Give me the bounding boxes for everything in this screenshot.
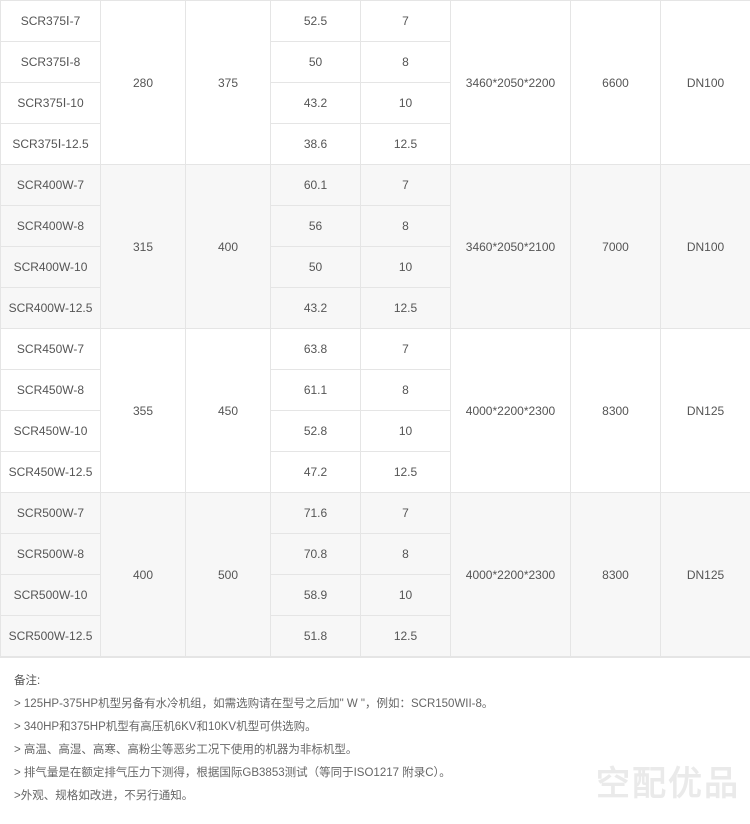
outlet-cell: DN100 <box>661 1 750 165</box>
capacity-cell: 38.6 <box>271 124 361 165</box>
hp-cell: 450 <box>186 329 271 493</box>
pressure-cell: 8 <box>361 370 451 411</box>
pressure-cell: 8 <box>361 534 451 575</box>
dimension-cell: 3460*2050*2200 <box>451 1 571 165</box>
notes-line: > 125HP-375HP机型另备有水冷机组，如需选购请在型号之后加" W "，… <box>14 693 736 716</box>
power-cell: 400 <box>101 493 186 657</box>
capacity-cell: 43.2 <box>271 288 361 329</box>
dimension-cell: 3460*2050*2100 <box>451 165 571 329</box>
capacity-cell: 60.1 <box>271 165 361 206</box>
pressure-cell: 8 <box>361 206 451 247</box>
model-cell: SCR400W-10 <box>1 247 101 288</box>
model-cell: SCR375Ⅰ-7 <box>1 1 101 42</box>
dimension-cell: 4000*2200*2300 <box>451 329 571 493</box>
outlet-cell: DN125 <box>661 329 750 493</box>
notes-line: > 340HP和375HP机型有高压机6KV和10KV机型可供选购。 <box>14 716 736 739</box>
model-cell: SCR500W-10 <box>1 575 101 616</box>
group-1: SCR400W-731540060.173460*2050*21007000DN… <box>1 165 750 329</box>
model-cell: SCR400W-8 <box>1 206 101 247</box>
capacity-cell: 61.1 <box>271 370 361 411</box>
weight-cell: 8300 <box>571 493 661 657</box>
notes-line: > 排气量是在额定排气压力下测得，根据国际GB3853测试（等同于ISO1217… <box>14 762 736 785</box>
weight-cell: 6600 <box>571 1 661 165</box>
notes-line: >外观、规格如改进，不另行通知。 <box>14 785 736 808</box>
capacity-cell: 43.2 <box>271 83 361 124</box>
model-cell: SCR375Ⅰ-12.5 <box>1 124 101 165</box>
outlet-cell: DN100 <box>661 165 750 329</box>
notes-line: > 高温、高湿、高寒、高粉尘等恶劣工况下使用的机器为非标机型。 <box>14 739 736 762</box>
pressure-cell: 12.5 <box>361 452 451 493</box>
model-cell: SCR375Ⅰ-10 <box>1 83 101 124</box>
group-3: SCR500W-740050071.674000*2200*23008300DN… <box>1 493 750 657</box>
pressure-cell: 12.5 <box>361 616 451 657</box>
pressure-cell: 12.5 <box>361 288 451 329</box>
model-cell: SCR450W-12.5 <box>1 452 101 493</box>
model-cell: SCR400W-12.5 <box>1 288 101 329</box>
table-row: SCR375Ⅰ-728037552.573460*2050*22006600DN… <box>1 1 750 42</box>
pressure-cell: 7 <box>361 1 451 42</box>
pressure-cell: 7 <box>361 493 451 534</box>
model-cell: SCR375Ⅰ-8 <box>1 42 101 83</box>
capacity-cell: 71.6 <box>271 493 361 534</box>
pressure-cell: 10 <box>361 575 451 616</box>
weight-cell: 7000 <box>571 165 661 329</box>
capacity-cell: 47.2 <box>271 452 361 493</box>
capacity-cell: 58.9 <box>271 575 361 616</box>
model-cell: SCR450W-7 <box>1 329 101 370</box>
model-cell: SCR500W-12.5 <box>1 616 101 657</box>
outlet-cell: DN125 <box>661 493 750 657</box>
pressure-cell: 10 <box>361 83 451 124</box>
table-row: SCR400W-731540060.173460*2050*21007000DN… <box>1 165 750 206</box>
pressure-cell: 12.5 <box>361 124 451 165</box>
model-cell: SCR450W-8 <box>1 370 101 411</box>
pressure-cell: 10 <box>361 247 451 288</box>
hp-cell: 400 <box>186 165 271 329</box>
group-0: SCR375Ⅰ-728037552.573460*2050*22006600DN… <box>1 1 750 165</box>
capacity-cell: 51.8 <box>271 616 361 657</box>
model-cell: SCR450W-10 <box>1 411 101 452</box>
table-row: SCR450W-735545063.874000*2200*23008300DN… <box>1 329 750 370</box>
pressure-cell: 7 <box>361 329 451 370</box>
capacity-cell: 56 <box>271 206 361 247</box>
spec-table: SCR375Ⅰ-728037552.573460*2050*22006600DN… <box>0 0 750 657</box>
capacity-cell: 52.5 <box>271 1 361 42</box>
hp-cell: 375 <box>186 1 271 165</box>
pressure-cell: 10 <box>361 411 451 452</box>
table-row: SCR500W-740050071.674000*2200*23008300DN… <box>1 493 750 534</box>
power-cell: 315 <box>101 165 186 329</box>
capacity-cell: 50 <box>271 247 361 288</box>
model-cell: SCR500W-7 <box>1 493 101 534</box>
pressure-cell: 7 <box>361 165 451 206</box>
hp-cell: 500 <box>186 493 271 657</box>
capacity-cell: 52.8 <box>271 411 361 452</box>
pressure-cell: 8 <box>361 42 451 83</box>
power-cell: 280 <box>101 1 186 165</box>
capacity-cell: 50 <box>271 42 361 83</box>
dimension-cell: 4000*2200*2300 <box>451 493 571 657</box>
notes-section: 备注: > 125HP-375HP机型另备有水冷机组，如需选购请在型号之后加" … <box>0 657 750 824</box>
group-2: SCR450W-735545063.874000*2200*23008300DN… <box>1 329 750 493</box>
model-cell: SCR500W-8 <box>1 534 101 575</box>
model-cell: SCR400W-7 <box>1 165 101 206</box>
capacity-cell: 70.8 <box>271 534 361 575</box>
notes-title: 备注: <box>14 670 736 693</box>
weight-cell: 8300 <box>571 329 661 493</box>
power-cell: 355 <box>101 329 186 493</box>
capacity-cell: 63.8 <box>271 329 361 370</box>
